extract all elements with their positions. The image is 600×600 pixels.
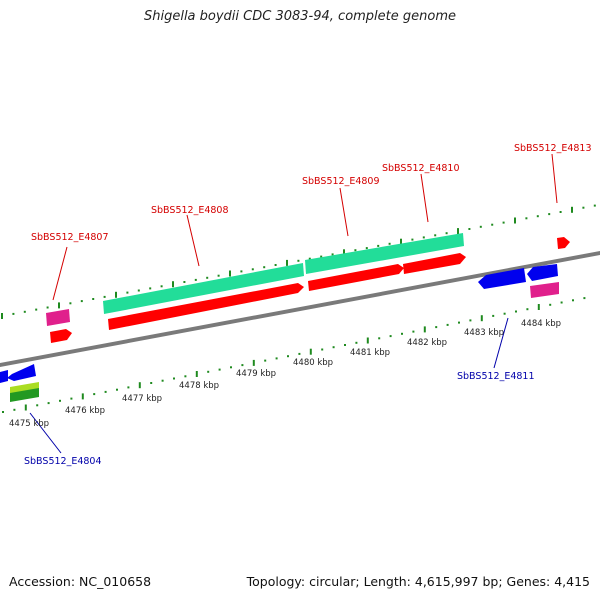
gene-label-e4809: SbBS512_E4809	[302, 176, 380, 187]
inner-tick-ruler	[2, 297, 586, 413]
ruler-label: 4482 kbp	[407, 338, 447, 348]
leader-line-e4810	[420, 173, 429, 223]
gene-arrow-cyan-2[interactable]	[305, 233, 464, 274]
gene-arrow-red-1[interactable]	[108, 283, 304, 330]
gene-arrow-blue-lower-left[interactable]	[7, 364, 36, 381]
gene-arrow-red-right[interactable]	[557, 237, 570, 249]
ruler-label: 4481 kbp	[350, 348, 390, 358]
gene-arrow-blue-right-1[interactable]	[478, 268, 526, 289]
leader-line-e4813	[551, 153, 558, 204]
ruler-label: 4480 kbp	[293, 358, 333, 368]
ruler-label: 4478 kbp	[179, 381, 219, 391]
gene-label-e4811: SbBS512_E4811	[457, 371, 535, 382]
gene-arrow-red-2[interactable]	[308, 264, 404, 291]
ruler-label: 4479 kbp	[236, 369, 276, 379]
accession-text: Accession: NC_010658	[9, 574, 152, 589]
leader-line-e4808	[186, 214, 200, 267]
ruler-label: 4475 kbp	[9, 419, 49, 429]
gene-arrow-cyan-1[interactable]	[103, 263, 304, 314]
outer-tick-ruler	[1, 204, 596, 319]
gene-arrow-pink-left[interactable]	[46, 309, 70, 326]
gene-arrow-red-3[interactable]	[403, 253, 466, 274]
ruler-label: 4476 kbp	[65, 406, 105, 416]
gene-arrow-red-left[interactable]	[50, 329, 72, 343]
ruler-label: 4477 kbp	[122, 394, 162, 404]
topology-text: Topology: circular; Length: 4,615,997 bp…	[246, 574, 590, 589]
gene-arrow-blue-right-2[interactable]	[527, 264, 558, 281]
gene-label-e4804: SbBS512_E4804	[24, 456, 102, 467]
gene-label-e4807: SbBS512_E4807	[31, 232, 109, 243]
gene-arrow-green[interactable]	[10, 388, 39, 402]
gene-arrow-pink-right[interactable]	[530, 282, 559, 298]
leader-line-e4809	[339, 187, 349, 237]
gene-label-e4813: SbBS512_E4813	[514, 143, 592, 154]
genome-backbone	[0, 251, 600, 367]
ruler-label: 4484 kbp	[521, 319, 561, 329]
leader-line-e4811	[493, 317, 509, 369]
leader-line-e4807	[52, 246, 68, 301]
gene-label-e4808: SbBS512_E4808	[151, 205, 229, 216]
gene-arrow-blue-left[interactable]	[0, 370, 8, 383]
gene-label-e4810: SbBS512_E4810	[382, 163, 460, 174]
leader-line-e4804	[29, 412, 62, 454]
ruler-label: 4483 kbp	[464, 328, 504, 338]
map-title: Shigella boydii CDC 3083-94, complete ge…	[143, 9, 457, 24]
